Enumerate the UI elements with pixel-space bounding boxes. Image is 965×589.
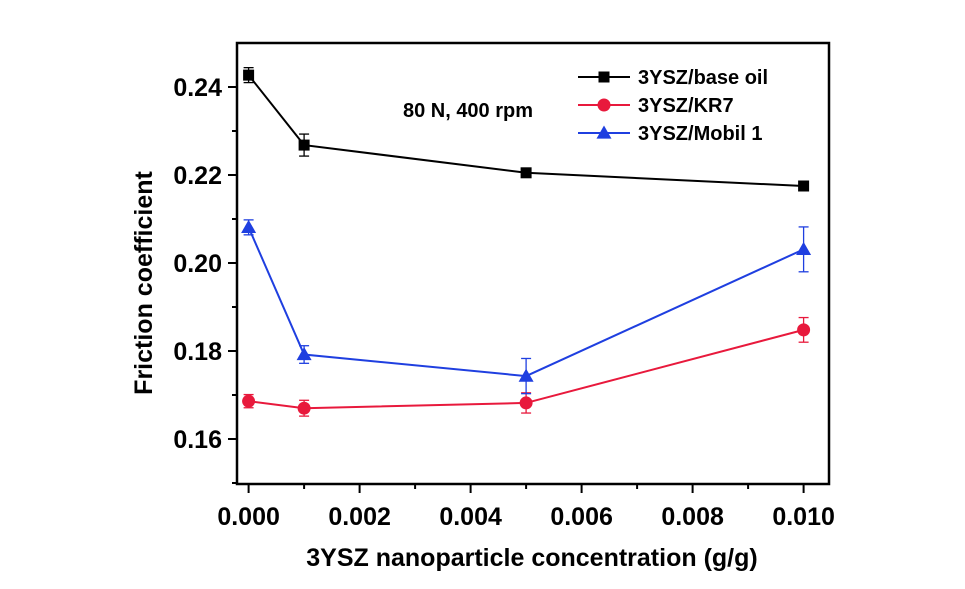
y-tick-label: 0.24 [173, 74, 222, 102]
series-line [247, 74, 804, 187]
series-3ysz-mobil-1 [241, 219, 812, 395]
legend-label: 3YSZ/KR7 [638, 95, 734, 117]
x-tick-label: 0.002 [328, 503, 391, 531]
legend-marker [597, 98, 611, 112]
series-line [247, 226, 805, 378]
y-tick-label: 0.22 [173, 162, 222, 190]
legend-label: 3YSZ/Mobil 1 [638, 123, 762, 145]
data-point [243, 69, 255, 81]
legend-marker [598, 71, 610, 83]
x-axis-ticks: 0.000 0.002 0.004 0.006 0.008 0.010 [217, 484, 835, 531]
data-point [241, 219, 257, 233]
data-point [797, 323, 811, 337]
x-tick-label: 0.006 [550, 503, 613, 531]
y-axis-title: Friction coefficient [130, 171, 158, 395]
series-line [248, 328, 804, 410]
series-3ysz-base-oil [243, 66, 810, 192]
data-point [242, 394, 256, 408]
y-tick-label: 0.20 [173, 250, 222, 278]
data-point [518, 368, 534, 382]
data-point [519, 396, 533, 410]
legend-marker [596, 125, 612, 139]
y-tick-label: 0.18 [173, 338, 222, 366]
y-tick-label: 0.16 [173, 426, 222, 454]
condition-annotation: 80 N, 400 rpm [403, 100, 533, 122]
series-layer [241, 66, 812, 417]
x-axis-title: 3YSZ nanoparticle concentration (g/g) [306, 544, 757, 572]
legend-item: 3YSZ/Mobil 1 [578, 123, 762, 145]
data-point [798, 180, 810, 192]
data-point [297, 401, 311, 415]
legend-item: 3YSZ/base oil [578, 67, 768, 89]
x-tick-label: 0.008 [661, 503, 724, 531]
data-point [298, 139, 310, 151]
legend-label: 3YSZ/base oil [638, 67, 768, 89]
x-tick-label: 0.000 [217, 503, 280, 531]
legend: 3YSZ/base oil 3YSZ/KR7 3YSZ/Mobil 1 [578, 67, 768, 145]
data-point [296, 347, 312, 361]
x-tick-label: 0.004 [439, 503, 502, 531]
legend-item: 3YSZ/KR7 [578, 95, 734, 117]
data-point [520, 167, 532, 179]
data-point [796, 241, 812, 255]
y-axis-ticks: 0.16 0.18 0.20 0.22 0.24 [173, 74, 237, 484]
series-3ysz-kr7 [242, 316, 811, 417]
x-tick-label: 0.010 [772, 503, 835, 531]
